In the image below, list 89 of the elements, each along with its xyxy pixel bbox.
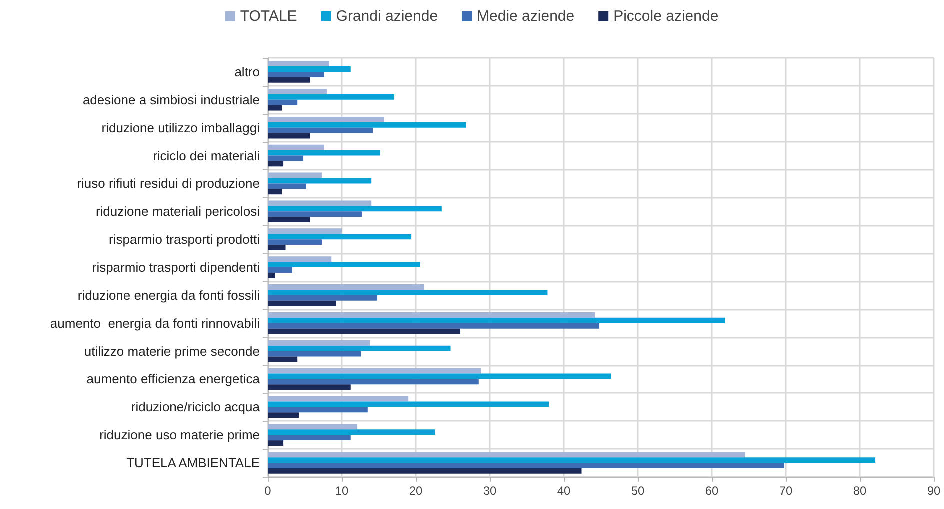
legend-label: TOTALE [240, 8, 298, 25]
y-tick-label: utilizzo materie prime seconde [84, 344, 260, 359]
bar [268, 374, 612, 380]
bar [268, 72, 324, 78]
bar [268, 379, 479, 385]
bar [268, 402, 550, 408]
x-tick-label: 0 [264, 484, 272, 498]
y-tick-label: riciclo dei materiali [153, 148, 260, 164]
bar [268, 189, 282, 195]
bar [268, 156, 304, 162]
bar [268, 268, 292, 273]
bar [268, 150, 380, 156]
y-tick-label: riduzione/riciclo acqua [131, 400, 261, 415]
bar [268, 312, 596, 318]
bar [268, 468, 582, 474]
bar [268, 262, 420, 268]
bar [268, 234, 412, 240]
legend-label: Piccole aziende [614, 8, 719, 25]
bar [268, 245, 286, 250]
bar [268, 256, 332, 262]
bar [268, 206, 442, 212]
bar [268, 144, 324, 150]
bar [268, 61, 330, 67]
bar [268, 133, 310, 139]
bar [268, 300, 336, 306]
x-tick-label: 10 [335, 484, 349, 498]
bar [268, 452, 746, 458]
bar [268, 240, 322, 246]
bar [268, 200, 372, 206]
bar [268, 351, 362, 357]
bar [268, 440, 284, 446]
y-tick-label: riduzione utilizzo imballaggi [102, 120, 260, 136]
bar [268, 172, 322, 178]
bar [268, 161, 284, 167]
x-tick-label: 70 [779, 484, 793, 498]
bar [268, 212, 362, 218]
bar [268, 105, 282, 111]
y-tick-label: riduzione uso materie prime [100, 428, 260, 443]
x-tick-label: 90 [927, 484, 941, 498]
y-tick-label: aumento energia da fonti rinnovabili [50, 316, 260, 331]
legend-label: Medie aziende [477, 8, 575, 25]
y-tick-label: riduzione materiali pericolosi [96, 204, 260, 220]
x-tick-label: 60 [705, 484, 719, 498]
bar [268, 290, 548, 296]
y-tick-label: TUTELA AMBIENTALE [126, 456, 260, 471]
bar [268, 184, 306, 190]
bar [268, 407, 368, 413]
y-tick-label: risparmio trasporti prodotti [109, 232, 260, 248]
y-tick-label: riduzione energia da fonti fossili [78, 288, 260, 303]
y-tick-label: aumento efficienza energetica [86, 372, 261, 387]
bar [268, 128, 374, 134]
bar [268, 346, 451, 352]
bar [268, 430, 436, 436]
bar [268, 424, 358, 430]
bar [268, 463, 785, 468]
bar [268, 116, 384, 122]
legend-label: Grandi aziende [336, 8, 438, 25]
y-tick-label: adesione a simbiosi industriale [82, 92, 260, 108]
x-tick-label: 20 [409, 484, 423, 498]
bar [268, 217, 310, 223]
bar [268, 295, 378, 301]
x-tick-label: 30 [483, 484, 497, 498]
x-tick-label: 50 [631, 484, 645, 498]
bar [268, 77, 310, 83]
y-tick-label: risparmio trasporti dipendenti [92, 260, 260, 275]
bar [268, 178, 372, 184]
bar [268, 100, 298, 106]
bar [268, 368, 482, 374]
bar [268, 89, 328, 94]
bar [268, 396, 409, 402]
x-tick-label: 40 [557, 484, 571, 498]
bar [268, 272, 276, 278]
bar [268, 356, 298, 362]
y-tick-label: riuso rifiuti residui di produzione [77, 176, 260, 192]
bar [268, 318, 726, 324]
bar [268, 94, 395, 100]
x-tick-label: 80 [853, 484, 867, 498]
y-tick-label: altro [234, 64, 260, 80]
bar [268, 328, 460, 334]
bar [268, 323, 600, 329]
bar [268, 340, 370, 346]
bar [268, 122, 466, 128]
bar [268, 66, 351, 72]
bar [268, 384, 351, 390]
bar [268, 228, 342, 234]
bar [268, 435, 351, 441]
bar [268, 412, 300, 418]
bar [268, 284, 424, 290]
bar [268, 458, 876, 464]
